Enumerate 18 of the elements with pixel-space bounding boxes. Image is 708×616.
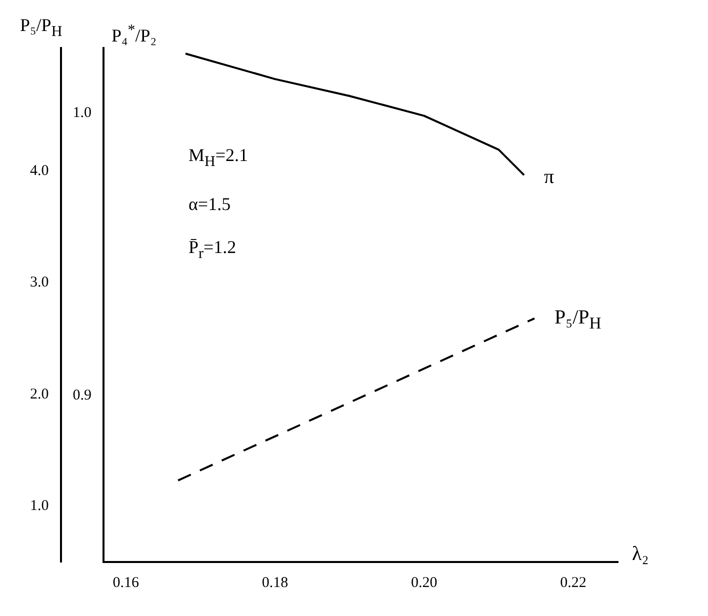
annotation: M$_{H}$=2.1 xyxy=(188,145,248,170)
y2-axis-title: P₄$^{*}$/P₂ xyxy=(112,22,157,46)
annotation: α=1.5 xyxy=(188,194,231,214)
y-tick-label: 4.0 xyxy=(30,162,49,179)
x-axis-title: λ₂ xyxy=(632,543,649,565)
x-tick-label: 0.22 xyxy=(560,574,586,591)
y-tick-label: 3.0 xyxy=(30,274,49,291)
annotation: P̄$_{r}$=1.2 xyxy=(188,237,236,262)
y-tick-label: 2.0 xyxy=(30,386,49,402)
x-tick-label: 0.20 xyxy=(411,574,438,591)
series-label: π xyxy=(544,166,554,188)
y2-tick-label: 1.0 xyxy=(72,104,92,121)
series-label: P₅/P$_{H}$ xyxy=(554,307,602,334)
y-tick-label: 1.0 xyxy=(30,498,49,514)
y-axis-title: P₅/P$_{H}$ xyxy=(20,15,62,40)
x-tick-label: 0.18 xyxy=(262,574,288,591)
x-tick-label: 0.16 xyxy=(112,574,140,591)
y2-tick-label: 0.9 xyxy=(72,387,92,404)
